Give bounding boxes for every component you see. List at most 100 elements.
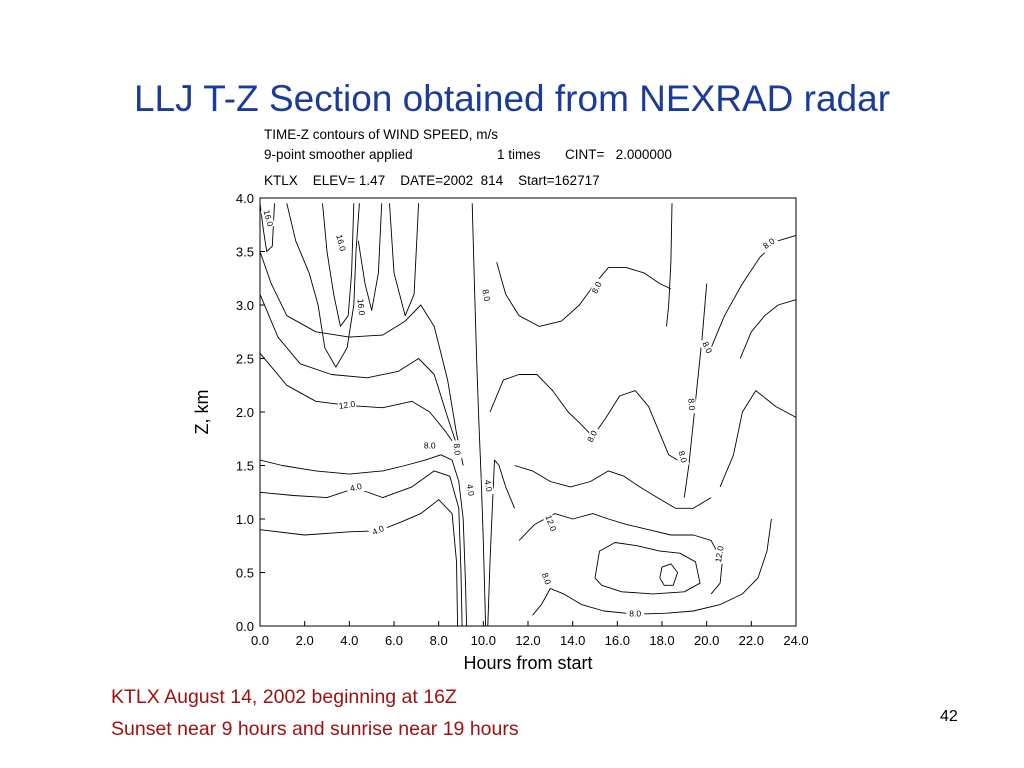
chart-header-line1: TIME-Z contours of WIND SPEED, m/s: [264, 127, 499, 142]
contour-label: 12.0: [338, 399, 356, 411]
contour-label: 4.0: [483, 479, 495, 493]
contour-line: [259, 294, 457, 445]
y-tick-label: 1.5: [236, 459, 254, 474]
x-tick-label: 8.0: [430, 633, 448, 648]
contour-label-background: [588, 277, 606, 299]
contour-line: [659, 563, 679, 586]
contour-label-background: [542, 513, 559, 534]
caption-line-2: Sunset near 9 hours and sunrise near 19 …: [111, 718, 519, 740]
x-tick-label: 4.0: [340, 633, 358, 648]
x-tick-label: 0.0: [251, 633, 269, 648]
contour-line: [259, 251, 464, 466]
contour-label-background: [481, 476, 495, 496]
x-axis: 0.0 2.0 4.0 6.0 8.0 10.0 12.0 14.0 16.0 18.0 20.0 2…: [251, 621, 809, 648]
y-tick-label: 2.5: [236, 352, 254, 367]
contour-label-background: [354, 297, 367, 317]
x-tick-label: 12.0: [515, 633, 540, 648]
slide-title: LLJ T-Z Section obtained from NEXRAD rad…: [133, 78, 891, 119]
contour-line: [322, 203, 355, 327]
chart-header-line2-times: 1 times: [497, 147, 541, 162]
contour-line: [259, 470, 463, 627]
contour-line: [496, 262, 672, 327]
contour-line: [514, 465, 712, 509]
contour-line: [471, 203, 487, 627]
contour-line: [739, 299, 797, 359]
contour-label-background: [674, 446, 690, 467]
contour-layer: [259, 203, 797, 627]
x-tick-label: 14.0: [560, 633, 585, 648]
x-axis-label: Hours from start: [463, 653, 592, 673]
y-tick-label: 0.5: [236, 566, 254, 581]
contour-label-background: [337, 399, 357, 412]
contour-label: 4.0: [349, 481, 363, 494]
contour-line: [719, 390, 797, 488]
y-axis: 0.0 0.5 1.0 1.5 2.0 2.5 3.0 3.5 4.0: [236, 191, 265, 634]
contour-line: [594, 542, 701, 595]
y-tick-label: 2.0: [236, 405, 254, 420]
contour-label: 8.0: [629, 608, 641, 618]
x-tick-label: 10.0: [471, 633, 496, 648]
contour-line: [259, 499, 459, 627]
caption-line-1: KTLX August 14, 2002 beginning at 16Z: [111, 686, 457, 708]
y-tick-label: 3.0: [236, 298, 254, 313]
y-axis-label: Z, km: [192, 390, 212, 435]
contour-line: [259, 203, 275, 252]
contour-line: [666, 203, 673, 327]
x-tick-label: 20.0: [694, 633, 719, 648]
contour-label-background: [420, 441, 439, 452]
plot-frame: [259, 197, 797, 627]
contour-line: [259, 352, 455, 445]
contour-label: 8.0: [452, 443, 463, 456]
x-tick-label: 16.0: [605, 633, 630, 648]
chart-header-line3: KTLX ELEV= 1.47 DATE=2002 814 Start=1627…: [264, 173, 600, 188]
contour-label-background: [584, 426, 602, 447]
contour-label: 8.0: [585, 429, 599, 444]
contour-label-background: [333, 232, 348, 253]
contour-line: [389, 203, 420, 317]
x-tick-label: 22.0: [739, 633, 764, 648]
x-tick-label: 2.0: [296, 633, 314, 648]
contour-label: 16.0: [262, 209, 276, 228]
contour-label-background: [698, 337, 716, 359]
contour-label: 4.0: [465, 483, 477, 497]
contour-label: 8.0: [480, 289, 492, 303]
contour-label: 16.0: [356, 298, 367, 316]
contour-label-background: [626, 609, 645, 620]
contour-label-background: [346, 480, 367, 496]
y-tick-label: 3.5: [236, 245, 254, 260]
contour-label: 12.0: [713, 545, 726, 563]
x-tick-label: 6.0: [385, 633, 403, 648]
contour-line: [710, 234, 797, 348]
chart-header-line2-cint: CINT= 2.000000: [565, 147, 672, 162]
contour-label-background: [463, 480, 477, 500]
x-tick-label: 24.0: [783, 633, 808, 648]
contour-line: [286, 203, 360, 368]
chart-header-line2-left: 9-point smoother applied: [264, 147, 413, 162]
y-tick-label: 4.0: [236, 191, 254, 206]
contour-label-background: [713, 544, 727, 565]
contour-label-background: [685, 395, 697, 414]
y-tick-label: 1.0: [236, 512, 254, 527]
contour-label: 8.0: [540, 571, 554, 586]
contour-label-background: [538, 568, 554, 590]
contour-label-background: [479, 285, 493, 306]
contour-label-background: [260, 208, 275, 229]
contour-label: 16.0: [334, 233, 348, 252]
contour-label-background: [450, 440, 463, 459]
contour-line: [532, 518, 772, 616]
y-tick-label: 0.0: [236, 619, 254, 634]
contour-label: 8.0: [676, 450, 689, 464]
contour-label-background: [758, 234, 780, 254]
contour-line: [357, 203, 383, 311]
x-tick-label: 18.0: [649, 633, 674, 648]
contour-label: 8.0: [686, 398, 697, 411]
contour-label-background: [368, 522, 389, 540]
page-number: 42: [940, 708, 958, 725]
contour-label: 8.0: [700, 340, 714, 355]
contour-line: [487, 459, 516, 627]
contour-line: [259, 454, 468, 627]
contour-label-layer: 16.0 16.0 16.0 12.0 8.0 8.0 4.0 4.0 4.0 4.0 8.0 8.0…: [260, 208, 780, 620]
contour-label: 4.0: [371, 523, 386, 537]
contour-label: 8.0: [424, 440, 436, 450]
